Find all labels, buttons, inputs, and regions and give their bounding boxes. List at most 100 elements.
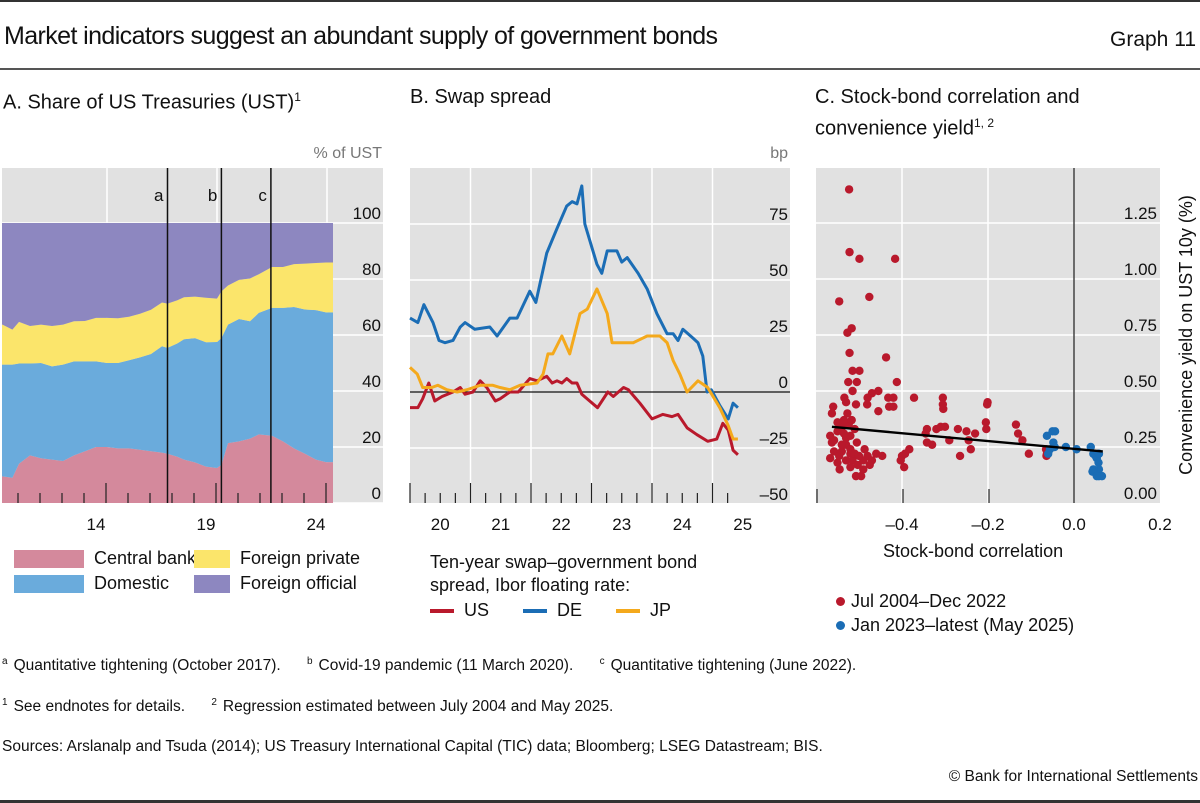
y-tick-label: 20 xyxy=(362,428,381,447)
scatter-point xyxy=(855,254,864,264)
scatter-point xyxy=(938,393,948,402)
y-tick-label: 0.00 xyxy=(1124,484,1157,503)
scatter-point xyxy=(846,431,855,440)
y-tick-label: 0.25 xyxy=(1124,428,1157,447)
legend-item-de: DE xyxy=(523,599,582,622)
legend-label: Foreign private xyxy=(240,548,361,568)
footnote-text: See endnotes for details. xyxy=(13,698,186,716)
sources: Sources: Arslanalp and Tsuda (2014); US … xyxy=(2,738,823,755)
footnote-events: a Quantitative tightening (October 2017).… xyxy=(2,656,856,675)
y-tick-label: 75 xyxy=(769,205,788,224)
y-tick-label: 1.25 xyxy=(1124,204,1157,223)
scatter-point xyxy=(909,393,919,402)
scatter-point xyxy=(892,377,902,387)
scatter-point xyxy=(855,366,864,376)
scatter-point xyxy=(829,436,839,445)
scatter-point xyxy=(829,402,838,411)
scatter-point xyxy=(837,440,846,449)
y-tick-label: 25 xyxy=(769,317,788,336)
x-tick-label: 19 xyxy=(197,515,216,534)
x-tick-label: –0.2 xyxy=(971,515,1004,534)
panel-c-xlabel: Stock-bond correlation xyxy=(883,541,1064,561)
panel-c-chart: 0.00 0.25 0.50 0.75 1.00 1.25 –0.4 –0.2 0.0 0.2 Co… xyxy=(816,168,1196,534)
legend-label: Domestic xyxy=(94,573,170,593)
footnote-text: Covid-19 pandemic (11 March 2020). xyxy=(318,657,574,675)
scatter-point xyxy=(843,409,852,418)
legend-dot-blue xyxy=(836,620,845,630)
scatter-point xyxy=(841,398,851,407)
panel-b-unit: bp xyxy=(770,145,788,162)
scatter-point xyxy=(865,292,874,302)
scatter-point xyxy=(862,400,872,409)
scatter-point xyxy=(889,393,898,402)
scatter-point xyxy=(856,471,866,481)
scatter-point xyxy=(940,422,950,432)
legend-swatch-domestic xyxy=(14,574,84,593)
panel-b-legend: Ten-year swap–government bond spread, Ib… xyxy=(430,551,697,622)
legend-dot-red xyxy=(836,596,845,606)
y-tick-label: 80 xyxy=(362,260,381,279)
y-tick-label: 0 xyxy=(372,484,381,503)
scatter-point xyxy=(1011,420,1021,429)
x-tick-label: –0.4 xyxy=(885,515,918,534)
panel-b-title: B. Swap spread xyxy=(410,86,552,108)
header-rule xyxy=(0,68,1200,70)
footnote-mark: b xyxy=(306,656,313,667)
scatter-point xyxy=(953,424,963,434)
scatter-point xyxy=(970,429,980,438)
page-title: Market indicators suggest an abundant su… xyxy=(4,22,718,50)
legend-swatch-foreign-official xyxy=(194,574,230,593)
legend-swatch-central-bank xyxy=(14,549,84,568)
legend-item-foreign-official: Foreign official xyxy=(194,573,357,594)
scatter-point xyxy=(890,254,900,264)
graph-number: Graph 11 xyxy=(1110,28,1196,51)
regression-line xyxy=(831,425,1103,453)
scatter-point xyxy=(939,404,948,414)
legend-item-us: US xyxy=(430,599,489,622)
scatter-point xyxy=(1050,427,1060,436)
y-tick-label: 0.75 xyxy=(1124,316,1157,335)
scatter-point xyxy=(853,460,862,470)
footnote-text: Regression estimated between July 2004 a… xyxy=(222,698,614,716)
x-tick-label: 0.2 xyxy=(1148,515,1172,534)
legend-item-domestic: Domestic xyxy=(14,573,169,594)
scatter-point xyxy=(1044,449,1053,458)
scatter-point xyxy=(852,438,862,447)
scatter-point xyxy=(835,465,844,474)
footnote-mark: c xyxy=(599,656,605,667)
y-tick-label: –25 xyxy=(760,429,788,448)
legend-item-2004-2022: Jul 2004–Dec 2022 xyxy=(820,589,1074,613)
scatter-point xyxy=(927,440,937,449)
line-jp xyxy=(408,287,738,441)
scatter-point xyxy=(1092,471,1101,481)
legend-label: Jul 2004–Dec 2022 xyxy=(851,591,1007,611)
y-tick-label: 40 xyxy=(362,372,381,391)
scatter-point xyxy=(1042,431,1052,440)
scatter-point xyxy=(874,386,883,396)
scatter-point xyxy=(1018,436,1027,445)
footnote-text: Quantitative tightening (October 2017). xyxy=(13,657,281,675)
y-tick-label: 0.50 xyxy=(1124,372,1157,391)
x-tick-label: 20 xyxy=(431,515,450,534)
scatter-point xyxy=(845,348,854,358)
scatter-point xyxy=(966,445,975,454)
y-tick-label: 0 xyxy=(779,373,788,392)
scatter-point xyxy=(851,400,861,409)
legend-label: DE xyxy=(557,600,583,620)
scatter-point xyxy=(845,247,854,257)
footnote-numbered: 1 See endnotes for details. 2 Regression e… xyxy=(2,697,613,716)
scatter-point xyxy=(1094,458,1103,467)
scatter-point xyxy=(905,445,914,454)
scatter-point xyxy=(874,406,883,416)
x-tick-label: 24 xyxy=(307,515,326,534)
y-tick-label: 60 xyxy=(362,316,381,335)
y-tick-label: 1.00 xyxy=(1124,260,1157,279)
legend-line-de xyxy=(523,608,548,613)
x-tick-label: 25 xyxy=(733,515,752,534)
x-tick-label: 23 xyxy=(612,515,631,534)
scatter-point xyxy=(833,458,842,467)
panel-c-footnote-ref: 1, 2 xyxy=(974,116,995,130)
x-tick-label: 0.0 xyxy=(1062,515,1086,534)
panel-a-title-text: A. Share of US Treasuries (UST) xyxy=(3,91,295,114)
scatter-point xyxy=(846,462,855,472)
